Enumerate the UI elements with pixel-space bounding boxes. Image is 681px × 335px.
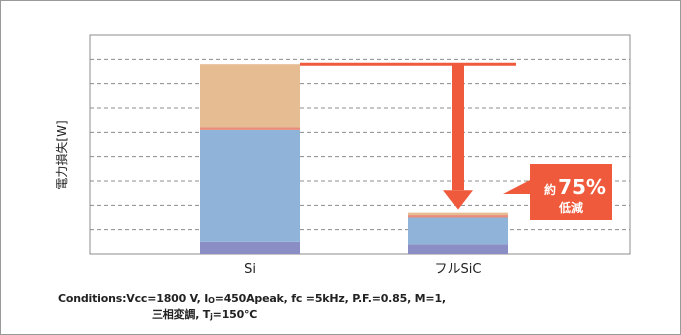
bar-segment [200,127,300,130]
bars [200,64,508,254]
conditions-line1-a: Conditions:Vcc=1800 V, I [58,292,209,305]
bar-segment [408,244,508,254]
callout-box [530,164,612,220]
callout-suffix: 低減 [558,200,583,215]
conditions-line1-b: =450Apeak, fc =5kHz, P.F.=0.85, M=1, [214,292,446,305]
conditions-note: Conditions:Vcc=1800 V, IO=450Apeak, fc =… [58,292,446,324]
reduction-arrow [300,62,516,210]
bar-segment [408,215,508,218]
callout-pointer [503,180,530,194]
conditions-line1-sub: O [208,296,215,305]
callout-prefix: 約 [544,182,556,197]
bar-segment [408,217,508,245]
bar-segment [408,212,508,216]
x-tick-label: フルSiC [435,262,482,277]
bar-segment [200,64,300,128]
bar-segment [200,129,300,242]
x-tick-label: Si [244,262,256,277]
reduction-callout: 約 75%低減 [503,164,612,220]
conditions-line2-a: 三相変調, T [152,308,211,321]
plot-area [89,34,631,255]
arrow-shaft [452,64,464,191]
conditions-line2-sub: j [210,312,213,321]
arrow-head [443,190,473,210]
y-axis-label: 電力損失[W] [54,120,69,189]
callout-value: 75% [558,175,606,199]
conditions-line2-b: =150℃ [212,308,258,321]
bar-segment [200,241,300,254]
x-tick-labels: Si フルSiC [244,262,481,277]
